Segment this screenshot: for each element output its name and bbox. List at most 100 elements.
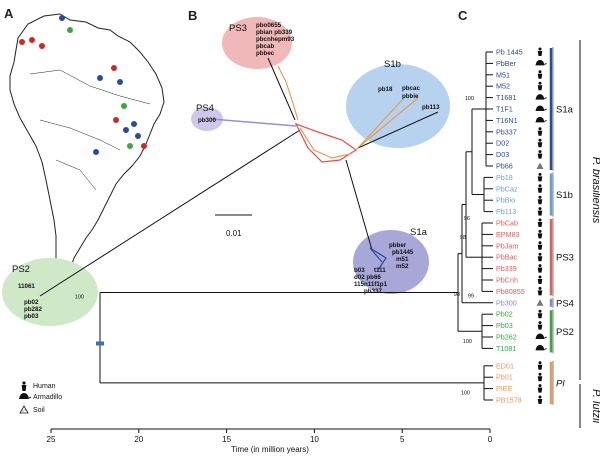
host-legend: Human Armadillo Soil — [19, 381, 62, 414]
s1a-member: m52 — [396, 263, 409, 270]
s1b-member: pb113 — [422, 104, 440, 111]
map-point — [39, 43, 45, 49]
ps4-edge — [211, 118, 297, 127]
s1b-member: pbcac — [402, 85, 420, 92]
human-icon — [537, 361, 543, 370]
reticulation — [299, 127, 351, 159]
tree-branches — [99, 51, 493, 401]
ps4-title: PS4 — [196, 103, 214, 114]
reticulation — [294, 122, 358, 163]
bootstrap-value: 100 — [75, 294, 84, 300]
human-icon — [537, 172, 543, 182]
bootstrap-value: 99 — [468, 293, 474, 299]
s1a-member: pb337 — [364, 288, 382, 295]
s1a-cluster-lines — [369, 247, 387, 271]
s1a-member: t111 — [374, 267, 386, 274]
armadillo-icon — [535, 333, 547, 339]
clade-label: PS2 — [556, 327, 574, 338]
axis-tick-label: 5 — [400, 435, 405, 444]
human-icon — [537, 127, 543, 136]
human-icon — [537, 309, 543, 319]
bootstrap-values: 100 96 98 98 99 100 100 100 — [75, 96, 474, 396]
tip-label: PB1578 — [496, 396, 522, 405]
ps4-ellipse — [191, 107, 223, 131]
s1a-title: S1a — [410, 227, 428, 238]
soil-icon — [536, 162, 544, 169]
bootstrap-value: 100 — [465, 96, 474, 102]
ps2-ellipse — [2, 258, 98, 326]
s1a-ellipse — [353, 230, 429, 294]
armadillo-icon — [19, 393, 32, 399]
map-point — [67, 27, 73, 33]
s1a-member: d02 pb66 — [354, 274, 381, 281]
map-point — [19, 39, 25, 45]
s1b-member: pb18 — [378, 86, 393, 93]
armadillo-icon — [535, 105, 547, 111]
tip-label: Pb01 — [496, 373, 513, 382]
bootstrap-value: 100 — [461, 391, 470, 397]
human-icon — [537, 395, 543, 404]
tip-label: T16N1 — [496, 116, 518, 125]
tip-label: ED01 — [496, 361, 514, 370]
tip-label: PbCab — [496, 219, 518, 228]
tip-label: Pb80855 — [496, 287, 525, 296]
tip-label: PbCaz — [496, 184, 518, 193]
legend-armadillo-label: Armadillo — [33, 394, 62, 401]
tip-label: T1081 — [496, 344, 516, 353]
legend-soil-label: Soil — [33, 407, 45, 414]
ps3-ellipse — [222, 17, 292, 69]
ps2-member: pb02 — [24, 299, 39, 306]
axis-tick-label: 25 — [47, 435, 56, 444]
armadillo-icon — [535, 94, 547, 100]
tip-label: D03 — [496, 150, 509, 159]
clade-label: Pl — [556, 378, 565, 389]
human-icon — [537, 150, 543, 159]
axis-tick-label: 15 — [222, 435, 231, 444]
tip-label: Pb262 — [496, 333, 517, 342]
tip-label: D02 — [496, 139, 509, 148]
armadillo-icon — [535, 116, 547, 123]
map-border — [55, 159, 97, 191]
map-border — [29, 69, 151, 105]
tip-label: PbCnh — [496, 276, 518, 285]
tip-label: M51 — [496, 70, 510, 79]
phylogenetic-tree: Pb 1445 PbBer M51 M52 T1681 T1F1 T16N1 Pb337 D02… — [75, 40, 600, 428]
human-icon — [537, 70, 543, 79]
host-icons — [535, 47, 547, 404]
reticulation — [355, 97, 419, 151]
tip-label: Pb66 — [496, 162, 513, 171]
s1a-member: m51 — [396, 256, 409, 263]
tip-label: Pb02 — [496, 310, 513, 319]
tip-label: Pb113 — [496, 207, 516, 216]
s1a-member: 115n11f1p1 — [354, 281, 388, 288]
ps2-member: 11061 — [18, 283, 35, 290]
s1b-ellipse — [346, 64, 450, 148]
network-edges — [39, 57, 439, 297]
ps3-member: pbo0655 — [256, 22, 282, 29]
scale-bar-label: 0.01 — [226, 229, 242, 238]
tip-label: PIEE — [496, 384, 513, 393]
legend-human-label: Human — [33, 383, 56, 390]
tip-label: EPM83 — [496, 230, 520, 239]
human-icon — [537, 372, 543, 382]
tip-label: Pb339 — [496, 264, 517, 273]
tip-label: PbBer — [496, 59, 517, 68]
human-icon — [537, 138, 543, 148]
tip-label: Pb300 — [496, 298, 517, 307]
tip-label: PbJam — [496, 241, 518, 250]
root-age-bar — [96, 341, 104, 346]
human-icon — [537, 286, 543, 296]
clade-label: S1a — [556, 105, 574, 116]
s1b-member: pbbie — [402, 93, 419, 100]
armadillo-icon — [535, 59, 547, 66]
s1a-member: pb1445 — [392, 249, 414, 256]
map-point — [111, 65, 117, 71]
s1b-title: S1b — [384, 59, 401, 70]
human-icon — [21, 381, 27, 391]
axis-tick-label: 20 — [134, 435, 143, 444]
ps3-member: pbcnhepm93 — [256, 36, 295, 43]
axis-tick-label: 0 — [488, 435, 493, 444]
map-border — [39, 119, 121, 151]
soil-icon — [19, 405, 29, 414]
tip-label: Pb 1445 — [496, 48, 523, 57]
